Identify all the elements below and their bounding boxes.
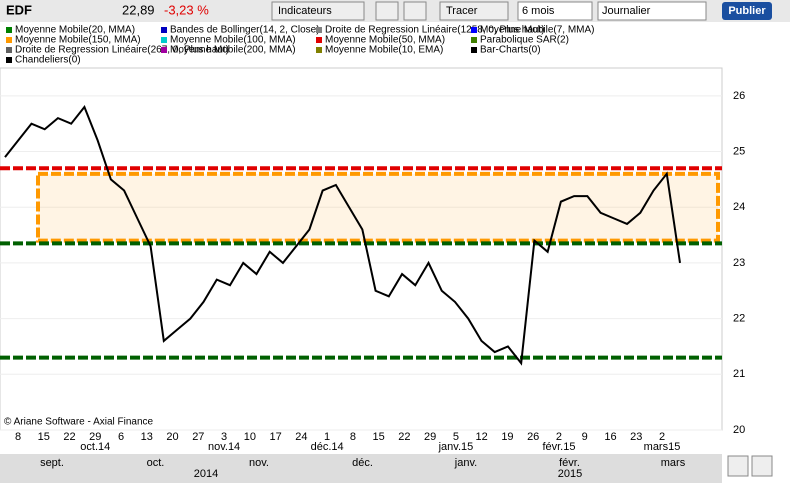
x-tick-label: 10: [244, 431, 256, 443]
scroll-up[interactable]: [727, 455, 749, 477]
legend-swatch: [6, 27, 12, 33]
zone: [36, 171, 720, 243]
legend-label: Moyenne Mobile(200, MMA): [170, 45, 296, 56]
x-tick-label: 12: [476, 431, 488, 443]
legend-swatch: [316, 47, 322, 53]
legend-label: Moyenne Mobile(100, MMA): [170, 35, 296, 46]
period-label: 6 mois: [522, 5, 555, 17]
y-tick-label: 20: [733, 424, 745, 436]
x-tick-label: 16: [604, 431, 616, 443]
symbol: EDF: [6, 2, 32, 17]
publish-label: Publier: [728, 5, 766, 17]
legend-label: Moyenne Mobile(20, MMA): [15, 25, 135, 36]
legend-label: Bar-Charts(0): [480, 45, 541, 56]
legend-swatch: [471, 47, 477, 53]
legend-swatch: [6, 57, 12, 63]
period-select[interactable]: [517, 1, 593, 21]
legend-swatch: [471, 27, 477, 33]
x-tick-label: 5: [453, 431, 459, 443]
draw-label: Tracer: [446, 5, 478, 17]
legend-label: Moyenne Mobile(7, MMA): [480, 25, 594, 36]
x-tick-label: 26: [527, 431, 539, 443]
x-tick-label: 13: [141, 431, 153, 443]
x-tick-label: 29: [424, 431, 436, 443]
indicators-button[interactable]: [271, 1, 365, 21]
legend-label: Moyenne Mobile(10, EMA): [325, 45, 443, 56]
y-tick-label: 26: [733, 90, 745, 102]
month-label: janv.: [454, 457, 477, 469]
legend-swatch: [161, 47, 167, 53]
x-tick-label: 15: [373, 431, 385, 443]
x-tick-label: 23: [630, 431, 642, 443]
x-tick-label: 6: [118, 431, 124, 443]
month-label: févr.: [559, 457, 580, 469]
legend-label: Parabolique SAR(2): [480, 35, 569, 46]
x-tick-label: 9: [582, 431, 588, 443]
x-sublabel: déc.14: [311, 441, 344, 453]
y-tick-label: 25: [733, 145, 745, 157]
month-label: nov.: [249, 457, 269, 469]
legend-label: Chandeliers(0): [15, 55, 81, 66]
x-tick-label: 2: [556, 431, 562, 443]
x-tick-label: 15: [38, 431, 50, 443]
tool-level[interactable]: [403, 1, 427, 21]
copyright: © Ariane Software - Axial Finance: [4, 417, 154, 428]
price-line: [4, 105, 681, 366]
x-tick-label: 22: [63, 431, 75, 443]
x-sublabel: janv.15: [438, 441, 474, 453]
scroll-down[interactable]: [751, 455, 773, 477]
year-label: 2014: [194, 468, 218, 480]
x-tick-label: 20: [166, 431, 178, 443]
navigator: [0, 454, 722, 483]
plot-area: [0, 67, 723, 431]
y-tick-label: 24: [733, 201, 745, 213]
month-label: sept.: [40, 457, 64, 469]
month-label: oct.: [147, 457, 165, 469]
x-tick-label: 3: [221, 431, 227, 443]
indicators-label: Indicateurs: [278, 5, 332, 17]
legend-swatch: [6, 47, 12, 53]
legend-label: Droite de Regression Linéaire(1258, 0, P…: [325, 25, 545, 36]
tool-line[interactable]: [375, 1, 399, 21]
x-tick-label: 27: [192, 431, 204, 443]
change: -3,23 %: [164, 2, 209, 17]
x-tick-label: 29: [89, 431, 101, 443]
x-tick-label: 8: [15, 431, 21, 443]
publish-button[interactable]: [722, 2, 772, 20]
legend-label: Bandes de Bollinger(14, 2, Close): [170, 25, 320, 36]
month-label: mars: [661, 457, 686, 469]
x-tick-label: 2: [659, 431, 665, 443]
legend-swatch: [161, 27, 167, 33]
interval-label: Journalier: [602, 5, 651, 17]
x-sublabel: févr.15: [542, 441, 575, 453]
x-sublabel: nov.14: [208, 441, 240, 453]
y-tick-label: 22: [733, 313, 745, 325]
y-tick-label: 21: [733, 368, 745, 380]
legend-swatch: [471, 37, 477, 43]
x-sublabel: oct.14: [80, 441, 110, 453]
legend-swatch: [316, 27, 322, 33]
interval-select[interactable]: [597, 1, 707, 21]
month-label: déc.: [352, 457, 373, 469]
x-tick-label: 22: [398, 431, 410, 443]
price: 22,89: [122, 2, 155, 17]
x-tick-label: 24: [295, 431, 307, 443]
draw-button[interactable]: [439, 1, 509, 21]
x-tick-label: 19: [501, 431, 513, 443]
legend-swatch: [161, 37, 167, 43]
x-tick-label: 8: [350, 431, 356, 443]
x-tick-label: 1: [324, 431, 330, 443]
legend-label: Moyenne Mobile(150, MMA): [15, 35, 141, 46]
y-tick-label: 23: [733, 257, 745, 269]
x-sublabel: mars15: [644, 441, 681, 453]
x-tick-label: 17: [269, 431, 281, 443]
legend-swatch: [6, 37, 12, 43]
year-label: 2015: [558, 468, 582, 480]
legend-label: Droite de Regression Linéaire(267, 0, Pl…: [15, 45, 229, 56]
legend-label: Moyenne Mobile(50, MMA): [325, 35, 445, 46]
legend-swatch: [316, 37, 322, 43]
